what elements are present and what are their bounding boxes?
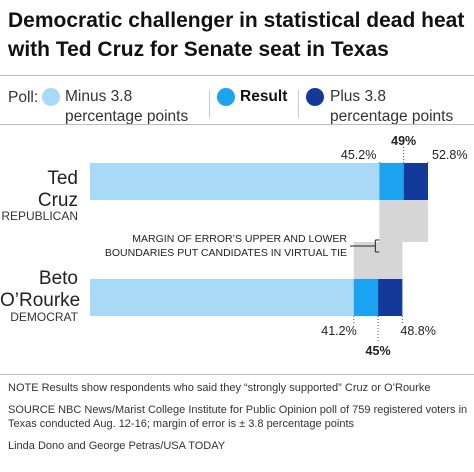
legend-separator-2 (298, 90, 299, 118)
legend-plus-line2: percentage points (330, 108, 454, 125)
orourke-result-label: 45% (366, 344, 391, 358)
chart-title: Democratic challenger in statistical dea… (8, 9, 465, 61)
poll-bar-chart: 45.2% 49% 52.8% 41.2% 45% 48.8% MARGIN OF ERR… (90, 134, 467, 358)
overlap-zone (353, 200, 428, 279)
orourke-party: DEMOCRAT (10, 310, 78, 324)
notes-divider (0, 374, 474, 375)
legend-item-result: Result (240, 88, 288, 105)
legend-label: Poll: (8, 89, 39, 106)
legend-item-minus: Minus 3.8 percentage points (65, 87, 188, 127)
orourke-first-name: Beto (38, 268, 78, 289)
orourke-bar-minus (90, 279, 354, 316)
title-divider (0, 75, 474, 76)
orourke-bar-plus (378, 279, 403, 316)
cruz-plus-label: 52.8% (432, 148, 467, 162)
cruz-party: REPUBLICAN (1, 209, 78, 223)
legend-minus-line1: Minus 3.8 (65, 88, 133, 105)
legend-minus-line2: percentage points (65, 108, 189, 125)
legend-swatch-plus (306, 88, 324, 106)
legend-swatch-minus (42, 88, 60, 106)
orourke-bar-result (353, 279, 379, 316)
orourke-minus-label: 41.2% (321, 324, 356, 338)
legend-divider (0, 124, 474, 125)
cruz-minus-label: 45.2% (341, 148, 376, 162)
cruz-result-label: 49% (391, 134, 416, 148)
cruz-first-name: Ted (47, 168, 78, 189)
cruz-bar-minus (90, 163, 380, 200)
orourke-last-name: O’Rourke (0, 290, 81, 311)
legend-swatch-result (217, 88, 235, 106)
margin-annotation-line2: BOUNDARIES PUT CANDIDATES IN VIRTUAL TIE (105, 247, 347, 259)
cruz-bar-result (379, 163, 404, 200)
legend-separator-1 (209, 90, 210, 118)
source-text: SOURCE NBC News/Marist College Institute… (8, 404, 468, 430)
cruz-name: Ted Cruz (0, 168, 78, 212)
orourke-name: Beto O’Rourke (0, 268, 81, 312)
note-text: NOTE Results show respondents who said t… (8, 382, 431, 394)
margin-annotation-line1: MARGIN OF ERROR’S UPPER AND LOWER (132, 233, 347, 245)
orourke-plus-label: 48.8% (400, 324, 435, 338)
credit-text: Linda Dono and George Petras/USA TODAY (8, 440, 226, 452)
cruz-bar-plus (403, 163, 428, 200)
legend-item-plus: Plus 3.8 percentage points (330, 87, 453, 127)
legend-plus-line1: Plus 3.8 (330, 88, 387, 105)
cruz-last-name: Cruz (37, 190, 78, 211)
